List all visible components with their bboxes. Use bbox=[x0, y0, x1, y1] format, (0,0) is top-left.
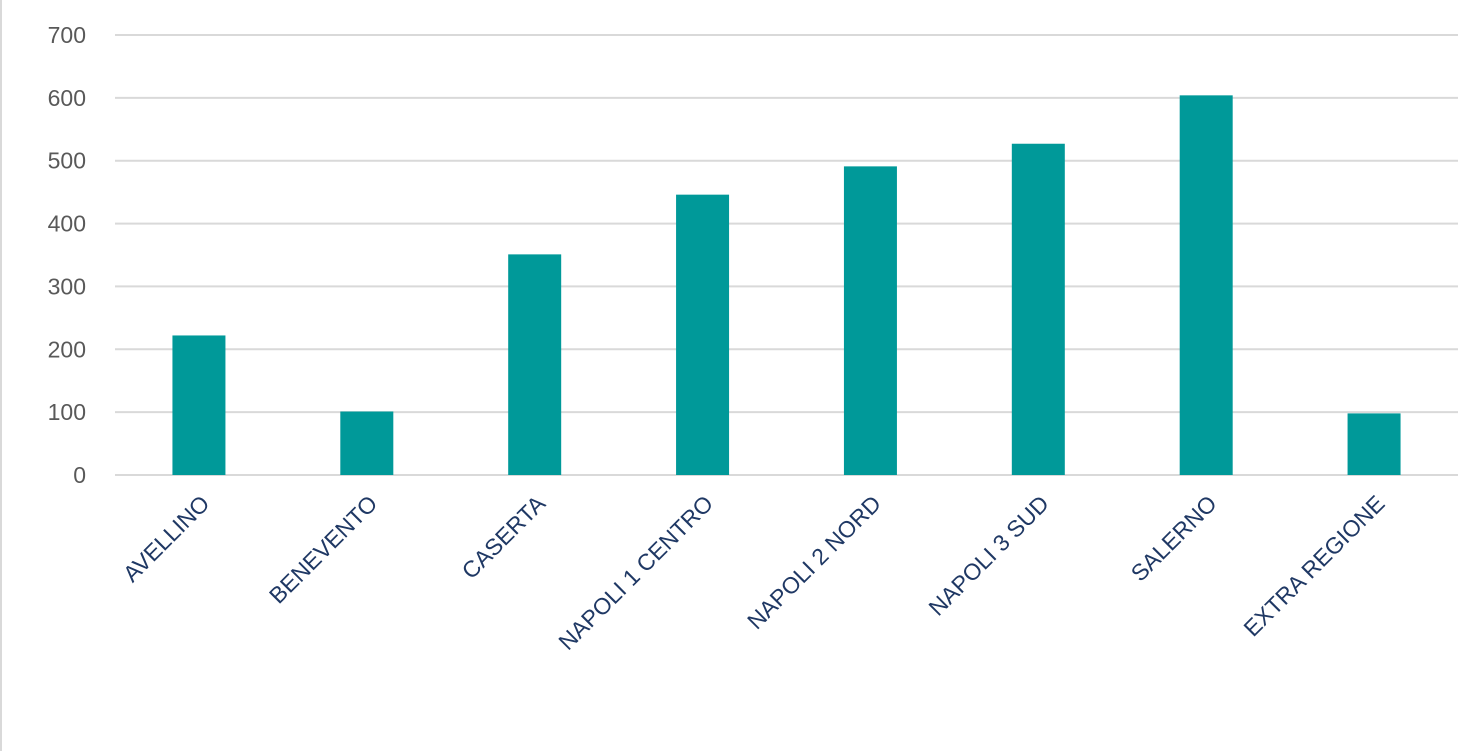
bar-avellino bbox=[172, 335, 225, 475]
bar-caserta bbox=[508, 254, 561, 475]
y-tick-label: 300 bbox=[48, 273, 86, 299]
y-tick-label: 0 bbox=[73, 462, 86, 488]
bar-napoli-1-centro bbox=[676, 195, 729, 475]
y-tick-label: 700 bbox=[48, 22, 86, 48]
y-tick-label: 500 bbox=[48, 148, 86, 174]
y-tick-label: 200 bbox=[48, 336, 86, 362]
x-category-label: EXTRA REGIONE bbox=[1238, 490, 1389, 641]
bars bbox=[172, 95, 1400, 475]
y-tick-label: 100 bbox=[48, 399, 86, 425]
x-category-label: BENEVENTO bbox=[264, 490, 382, 608]
x-category-label: SALERNO bbox=[1126, 490, 1222, 586]
bar-napoli-3-sud bbox=[1012, 144, 1065, 475]
x-category-label: NAPOLI 3 SUD bbox=[923, 490, 1053, 620]
x-category-label: CASERTA bbox=[457, 490, 551, 584]
y-tick-label: 400 bbox=[48, 211, 86, 237]
bar-extra-regione bbox=[1348, 413, 1401, 475]
bar-napoli-2-nord bbox=[844, 166, 897, 475]
y-axis-tick-labels: 0 100 200 300 400 500 600 700 bbox=[48, 22, 86, 488]
bar-salerno bbox=[1180, 95, 1233, 475]
x-category-label: AVELLINO bbox=[118, 490, 215, 587]
x-axis-category-labels: AVELLINO BENEVENTO CASERTA NAPOLI 1 CENTRO N… bbox=[118, 490, 1390, 655]
bar-benevento bbox=[340, 412, 393, 475]
gridlines bbox=[115, 35, 1458, 475]
y-tick-label: 600 bbox=[48, 85, 86, 111]
x-category-label: NAPOLI 2 NORD bbox=[742, 490, 886, 634]
x-category-label: NAPOLI 1 CENTRO bbox=[553, 490, 718, 655]
